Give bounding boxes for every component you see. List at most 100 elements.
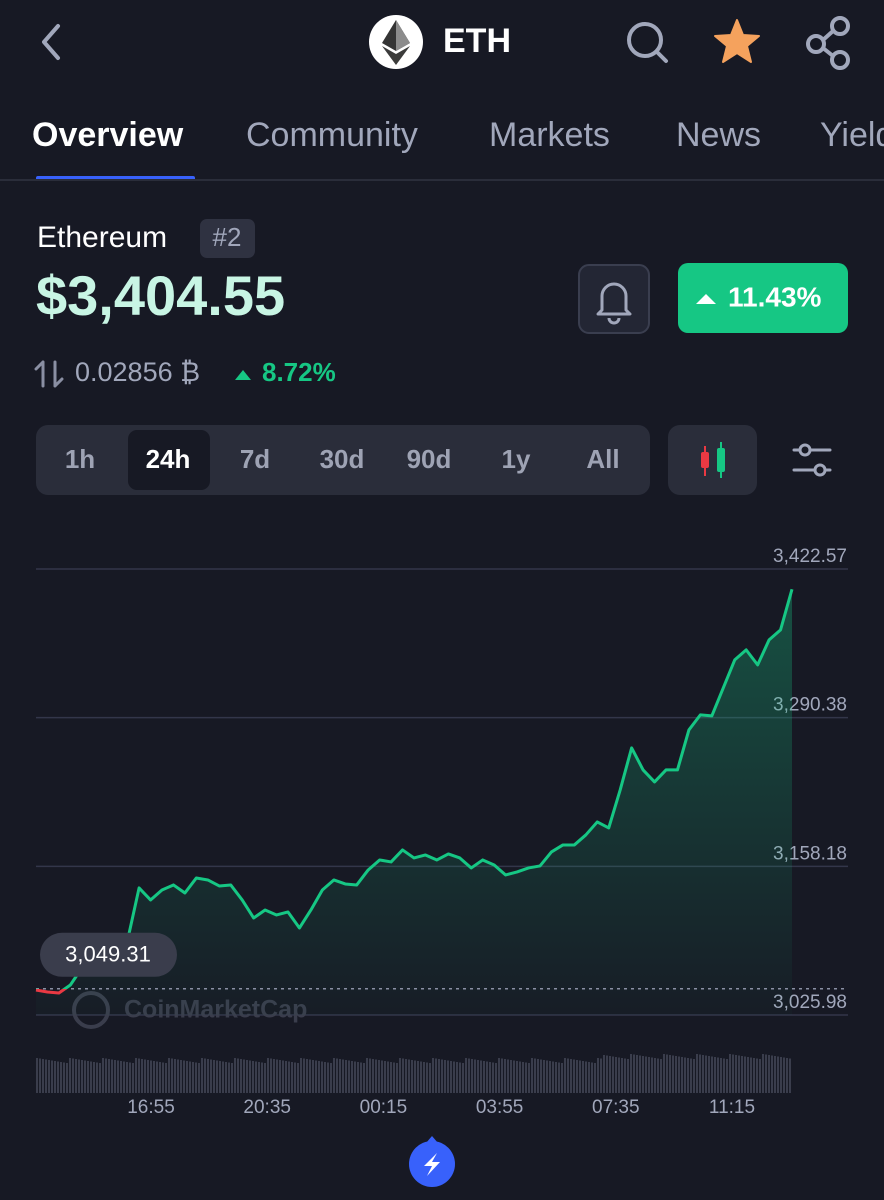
volume-texture: [237, 1058, 239, 1093]
tab[interactable]: Overview: [32, 116, 184, 154]
volume-texture: [471, 1059, 473, 1093]
volume-texture: [513, 1060, 515, 1093]
volume-texture: [384, 1061, 386, 1093]
volume-texture: [54, 1061, 56, 1093]
volume-texture: [69, 1058, 71, 1093]
alert-button[interactable]: [578, 264, 650, 334]
volume-texture: [372, 1059, 374, 1093]
volume-texture: [201, 1058, 203, 1093]
volume-texture: [150, 1060, 152, 1093]
volume-texture: [663, 1054, 665, 1093]
volume-texture: [531, 1058, 533, 1093]
tab[interactable]: Community: [246, 116, 418, 154]
volume-texture: [570, 1059, 572, 1093]
volume-texture: [225, 1062, 227, 1093]
timeframe[interactable]: All: [586, 444, 619, 474]
volume-texture: [147, 1060, 149, 1093]
volume-texture: [600, 1058, 602, 1093]
volume-texture: [648, 1057, 650, 1093]
volume-texture: [330, 1063, 332, 1093]
timeframe[interactable]: 7d: [240, 444, 270, 474]
back-button[interactable]: [42, 24, 60, 60]
volume-texture: [783, 1057, 785, 1093]
volume-texture: [273, 1059, 275, 1093]
volume-texture: [72, 1058, 74, 1093]
volume-texture: [711, 1056, 713, 1093]
candle-button[interactable]: [668, 425, 757, 495]
timeframe[interactable]: 90d: [407, 444, 452, 474]
volume-texture: [699, 1054, 701, 1093]
volume-texture: [525, 1062, 527, 1093]
volume-texture: [276, 1059, 278, 1093]
btc-price: 0.02856 ₿: [75, 357, 200, 387]
volume-texture: [90, 1061, 92, 1093]
volume-texture: [741, 1056, 743, 1093]
chart-settings-button[interactable]: [792, 443, 832, 477]
volume-texture: [333, 1058, 335, 1093]
x-tick-label: 20:35: [243, 1097, 291, 1118]
timeframe[interactable]: 24h: [146, 444, 191, 474]
volume-texture: [216, 1060, 218, 1093]
volume-texture: [555, 1062, 557, 1093]
volume-texture: [708, 1056, 710, 1093]
volume-texture: [606, 1055, 608, 1093]
volume-texture: [462, 1063, 464, 1093]
coin-name: Ethereum: [37, 221, 167, 254]
volume-texture: [405, 1059, 407, 1093]
change-badge: [678, 263, 848, 333]
tab[interactable]: Yield: [820, 116, 884, 154]
volume-texture: [762, 1054, 764, 1093]
volume-texture: [258, 1062, 260, 1093]
volume-texture: [771, 1055, 773, 1093]
volume-texture: [156, 1061, 158, 1093]
volume-texture: [354, 1061, 356, 1093]
volume-texture: [339, 1059, 341, 1093]
volume-texture: [480, 1060, 482, 1093]
volume-texture: [510, 1060, 512, 1093]
volume-texture: [786, 1058, 788, 1093]
volume-texture: [444, 1060, 446, 1093]
volume-texture: [723, 1058, 725, 1093]
volume-texture: [666, 1054, 668, 1093]
favorite-button[interactable]: [714, 19, 760, 63]
search-button[interactable]: [627, 22, 668, 63]
volume-texture: [192, 1062, 194, 1093]
volume-texture: [357, 1062, 359, 1093]
volume-texture: [327, 1062, 329, 1093]
volume-texture: [177, 1059, 179, 1093]
volume-texture: [681, 1057, 683, 1093]
volume-texture: [129, 1062, 131, 1093]
volume-texture: [78, 1059, 80, 1093]
volume-texture: [117, 1060, 119, 1093]
volume-texture: [123, 1061, 125, 1093]
volume-texture: [735, 1055, 737, 1093]
volume-texture: [672, 1055, 674, 1093]
volume-texture: [438, 1059, 440, 1093]
tab[interactable]: Markets: [489, 116, 610, 154]
volume-texture: [375, 1059, 377, 1093]
price-area: [36, 589, 792, 1015]
volume-texture: [66, 1063, 68, 1093]
volume-texture: [459, 1062, 461, 1093]
volume-texture: [693, 1059, 695, 1093]
eth-logo: [369, 15, 423, 69]
timeframe[interactable]: 1y: [502, 444, 531, 474]
volume-texture: [495, 1063, 497, 1093]
volume-texture: [564, 1058, 566, 1093]
share-button[interactable]: [806, 16, 850, 70]
volume-texture: [183, 1060, 185, 1093]
tab[interactable]: News: [676, 116, 761, 154]
volume-texture: [717, 1057, 719, 1093]
volume-texture: [141, 1059, 143, 1093]
volume-texture: [114, 1060, 116, 1093]
volume-texture: [51, 1060, 53, 1093]
timeframe[interactable]: 1h: [65, 444, 95, 474]
volume-texture: [750, 1057, 752, 1093]
volume-texture: [282, 1060, 284, 1093]
quick-action-button[interactable]: [409, 1136, 455, 1187]
volume-texture: [93, 1062, 95, 1093]
timeframe[interactable]: 30d: [320, 444, 365, 474]
volume-texture: [318, 1061, 320, 1093]
x-tick-label: 07:35: [592, 1097, 640, 1118]
